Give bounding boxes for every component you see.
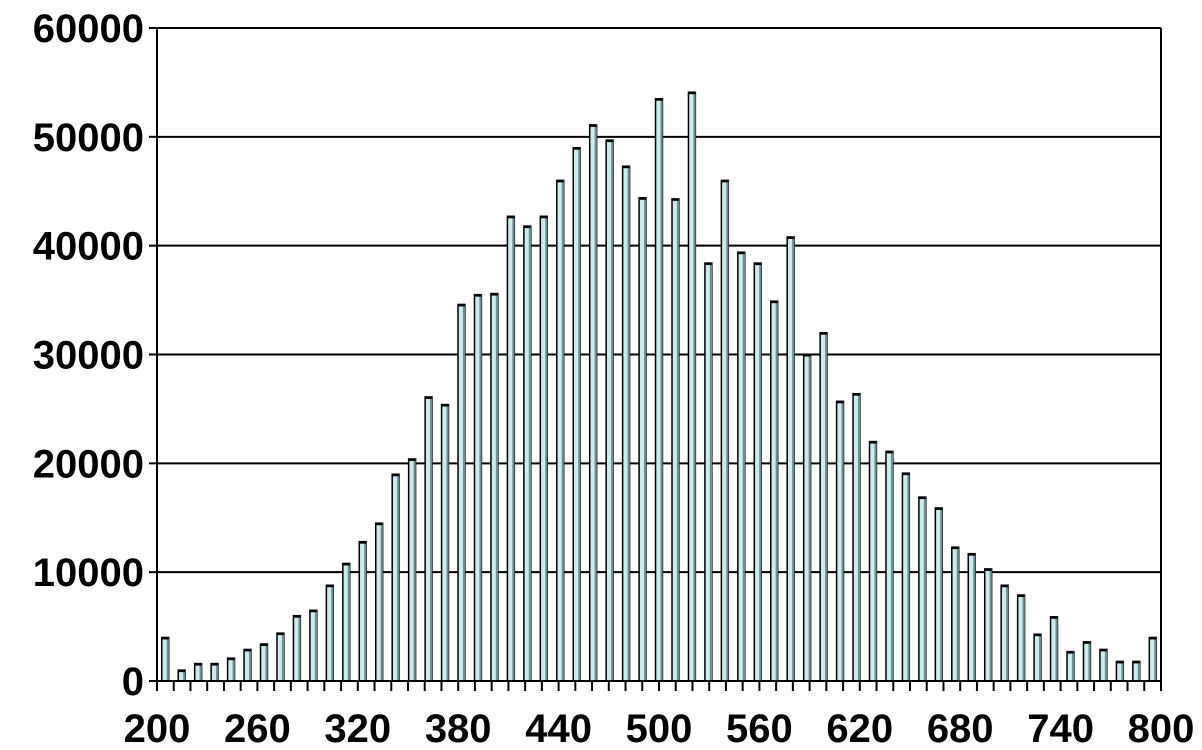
bar-side bbox=[1121, 661, 1124, 681]
bar-side bbox=[495, 293, 499, 681]
bar-side bbox=[1055, 616, 1058, 681]
bar-side bbox=[1088, 641, 1091, 681]
x-tick-label: 800 bbox=[1128, 707, 1195, 750]
x-tick-label: 620 bbox=[826, 707, 893, 750]
bar-side bbox=[1137, 661, 1140, 681]
bar-side bbox=[545, 216, 548, 681]
bar-side bbox=[1022, 595, 1025, 681]
y-tick-label: 30000 bbox=[33, 334, 144, 378]
bar-side bbox=[1154, 637, 1157, 681]
bar-side bbox=[430, 396, 433, 681]
bar-side bbox=[660, 98, 663, 681]
bar-side bbox=[709, 263, 713, 681]
x-tick-label: 380 bbox=[425, 707, 492, 750]
bar-side bbox=[907, 473, 910, 681]
bar-side bbox=[166, 637, 169, 681]
y-tick-label: 10000 bbox=[33, 551, 144, 595]
bar-side bbox=[643, 197, 647, 681]
bar-side bbox=[627, 166, 630, 682]
x-tick-label: 320 bbox=[324, 707, 391, 750]
bar-side bbox=[561, 180, 564, 681]
x-tick-label: 500 bbox=[626, 707, 693, 750]
bar-side bbox=[742, 252, 745, 682]
bar-side bbox=[183, 670, 186, 681]
bar-side bbox=[973, 553, 976, 681]
y-tick-label: 0 bbox=[122, 660, 144, 704]
bar-side bbox=[726, 180, 729, 681]
bars bbox=[161, 91, 1157, 682]
bar-side bbox=[528, 226, 531, 681]
x-tick-label: 740 bbox=[1027, 707, 1094, 750]
bar-side bbox=[281, 633, 285, 681]
y-tick-label: 20000 bbox=[33, 442, 144, 486]
bar-side bbox=[232, 658, 235, 681]
x-tick-label: 680 bbox=[927, 707, 994, 750]
bar-side bbox=[676, 198, 680, 681]
y-tick-label: 40000 bbox=[33, 225, 144, 269]
bar-side bbox=[512, 216, 515, 681]
axes bbox=[149, 27, 1162, 691]
bar-side bbox=[1006, 585, 1009, 681]
bar-side bbox=[462, 304, 466, 681]
y-tick-label: 60000 bbox=[33, 7, 144, 51]
bar-side bbox=[989, 568, 992, 681]
x-tick-label: 440 bbox=[525, 707, 592, 750]
bar-side bbox=[693, 92, 696, 681]
y-tick-label: 50000 bbox=[33, 116, 144, 160]
bar-side bbox=[825, 332, 828, 681]
bar-side bbox=[331, 585, 334, 681]
bar-side bbox=[890, 451, 894, 681]
x-tick-label: 560 bbox=[726, 707, 793, 750]
bar-side bbox=[298, 615, 301, 681]
bar-side bbox=[923, 497, 927, 681]
bar-side bbox=[380, 523, 383, 681]
bar-side bbox=[940, 507, 943, 681]
bar-side bbox=[216, 663, 219, 681]
bar-side bbox=[364, 541, 367, 681]
bar-side bbox=[956, 547, 959, 681]
bar-side bbox=[594, 124, 597, 681]
bar-side bbox=[479, 294, 482, 681]
bar-side bbox=[265, 643, 268, 681]
bar-side bbox=[808, 354, 811, 681]
bar-side bbox=[578, 147, 581, 681]
bar-side bbox=[1071, 651, 1075, 681]
bar-side bbox=[397, 474, 400, 681]
bar-side bbox=[792, 236, 795, 681]
bar-side bbox=[611, 140, 614, 681]
bar-side bbox=[1039, 634, 1042, 681]
bar-side bbox=[446, 404, 449, 681]
bar-side bbox=[347, 563, 350, 681]
bar-side bbox=[248, 649, 252, 681]
bar-side bbox=[874, 441, 877, 681]
bar-side bbox=[199, 663, 202, 681]
bar-side bbox=[857, 393, 861, 681]
tick-labels: 0 10000 20000 30000 40000 50000 60000 200 260 320… bbox=[33, 7, 1195, 750]
bar-side bbox=[775, 301, 778, 681]
bar-side bbox=[759, 263, 762, 681]
bar-side bbox=[1104, 649, 1108, 681]
x-tick-label: 200 bbox=[124, 707, 191, 750]
x-tick-label: 260 bbox=[224, 707, 291, 750]
bar-side bbox=[841, 401, 844, 681]
bar-side bbox=[314, 610, 318, 681]
bar-side bbox=[413, 458, 416, 681]
